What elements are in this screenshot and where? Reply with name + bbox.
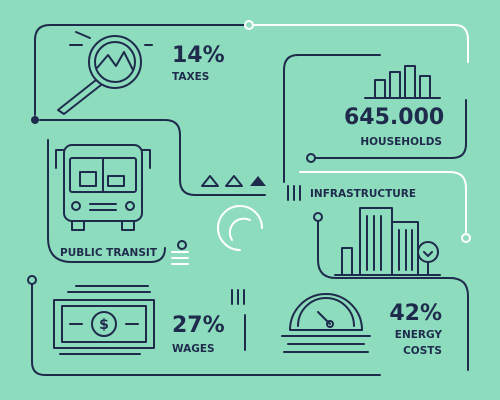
- households-value: 645.000: [344, 105, 444, 130]
- energy-label: COSTS: [403, 345, 442, 357]
- bus-icon: [55, 144, 151, 231]
- swirl: [171, 205, 263, 265]
- svg-text:$: $: [99, 317, 109, 333]
- taxes-value: 14%: [172, 43, 225, 68]
- wages-label: WAGES: [172, 343, 215, 355]
- magnifier-icon: [57, 31, 153, 115]
- households-label: HOUSEHOLDS: [360, 136, 442, 148]
- money-icon: $: [53, 285, 155, 355]
- triangles: [201, 175, 266, 187]
- tick-marks: [231, 289, 245, 305]
- public-transit-label: PUBLIC TRANSIT: [60, 247, 158, 259]
- connectors: [27, 20, 471, 376]
- taxes-label: TAXES: [172, 71, 209, 83]
- tick-marks: [287, 185, 301, 201]
- energy-value: 42%: [389, 301, 442, 326]
- energy-label: ENERGY: [395, 329, 443, 341]
- bars-icon: [364, 65, 441, 99]
- infrastructure-label: INFRASTRUCTURE: [310, 188, 416, 200]
- buildings-icon: [334, 207, 441, 276]
- gauge-icon: [281, 293, 371, 353]
- wages-value: 27%: [172, 313, 225, 338]
- dot: [31, 116, 39, 124]
